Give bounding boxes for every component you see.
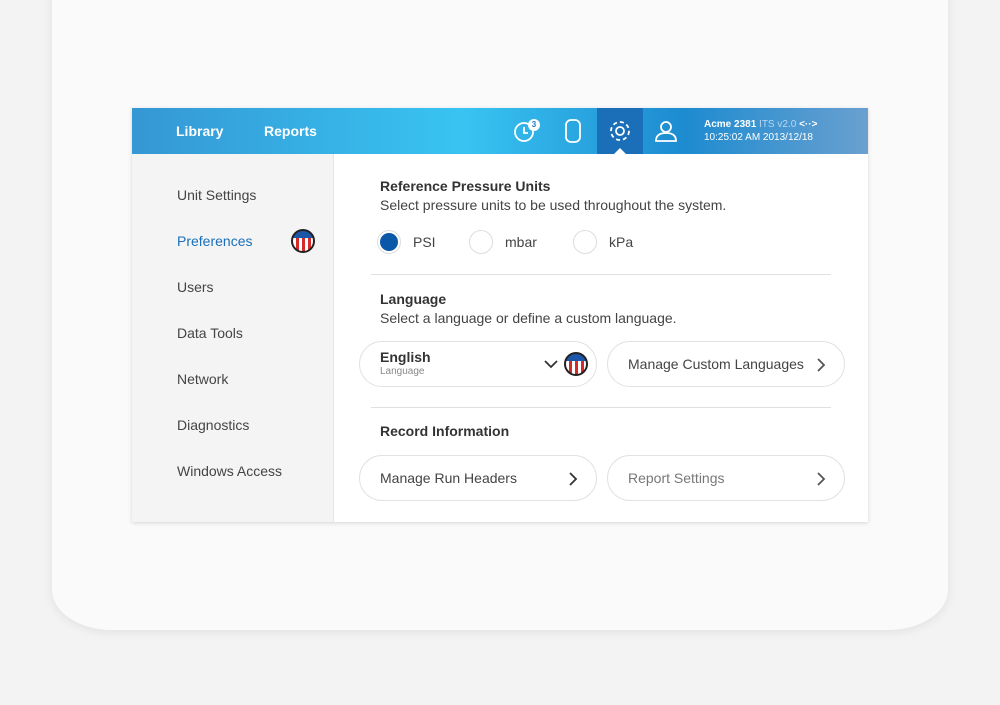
- divider: [371, 407, 831, 408]
- button-label: Manage Custom Languages: [628, 356, 804, 372]
- radio-label: mbar: [505, 234, 537, 250]
- datetime: 10:25:02 AM 2013/12/18: [704, 132, 813, 143]
- radio-label: PSI: [413, 234, 436, 250]
- sidebar-item-users[interactable]: Users: [177, 279, 214, 295]
- radio-kpa[interactable]: kPa: [573, 230, 633, 254]
- sidebar-item-network[interactable]: Network: [177, 371, 229, 387]
- settings-panel: Library Reports 3 Acme 2381 ITS v2.0 <··…: [132, 108, 868, 522]
- sidebar-item-preferences[interactable]: Preferences: [177, 233, 253, 249]
- radio-mbar[interactable]: mbar: [469, 230, 537, 254]
- notification-badge: 3: [528, 119, 540, 131]
- history-button[interactable]: 3: [502, 108, 548, 154]
- record-title: Record Information: [380, 423, 510, 439]
- chevron-right-icon: [569, 472, 578, 486]
- language-select[interactable]: English Language: [359, 341, 597, 387]
- device-button[interactable]: [550, 108, 596, 154]
- language-value: English: [380, 349, 431, 365]
- settings-button[interactable]: [597, 108, 643, 154]
- user-icon: [655, 121, 677, 142]
- top-bar: Library Reports 3 Acme 2381 ITS v2.0 <··…: [132, 108, 868, 154]
- report-settings-button[interactable]: Report Settings: [607, 455, 845, 501]
- language-desc: Select a language or define a custom lan…: [380, 310, 677, 326]
- us-flag-icon: [291, 229, 315, 253]
- main-content: Reference Pressure Units Select pressure…: [335, 154, 868, 522]
- sidebar-item-unit-settings[interactable]: Unit Settings: [177, 187, 257, 203]
- connection-icon: <··>: [799, 119, 818, 130]
- device-name: Acme 2381: [704, 119, 757, 130]
- sidebar-item-windows-access[interactable]: Windows Access: [177, 463, 283, 479]
- chevron-right-icon: [817, 472, 826, 486]
- us-flag-icon: [564, 352, 588, 376]
- device-info: Acme 2381 ITS v2.0 <··> 10:25:02 AM 2013…: [704, 118, 817, 144]
- manage-custom-languages-button[interactable]: Manage Custom Languages: [607, 341, 845, 387]
- sidebar: Unit Settings Preferences Users Data Too…: [132, 154, 334, 522]
- nav-reports[interactable]: Reports: [264, 123, 317, 139]
- manage-run-headers-button[interactable]: Manage Run Headers: [359, 455, 597, 501]
- sidebar-item-diagnostics[interactable]: Diagnostics: [177, 417, 250, 433]
- cylinder-icon: [565, 119, 581, 143]
- pressure-title: Reference Pressure Units: [380, 178, 551, 194]
- sidebar-item-data-tools[interactable]: Data Tools: [177, 325, 243, 341]
- user-button[interactable]: [643, 108, 689, 154]
- radio-label: kPa: [609, 234, 634, 250]
- gear-icon: [610, 121, 630, 141]
- radio-psi[interactable]: PSI: [377, 230, 436, 254]
- nav-library[interactable]: Library: [176, 123, 224, 139]
- clock-icon: [514, 122, 534, 142]
- language-sublabel: Language: [380, 366, 425, 377]
- language-title: Language: [380, 291, 447, 307]
- chevron-down-icon: [544, 360, 558, 369]
- button-label: Manage Run Headers: [380, 470, 517, 486]
- radio-circle[interactable]: [469, 230, 493, 254]
- version: ITS v2.0: [759, 119, 797, 130]
- divider: [371, 274, 831, 275]
- radio-circle[interactable]: [573, 230, 597, 254]
- pressure-desc: Select pressure units to be used through…: [380, 197, 727, 213]
- button-label: Report Settings: [628, 470, 725, 486]
- chevron-right-icon: [817, 358, 826, 372]
- radio-circle[interactable]: [377, 230, 401, 254]
